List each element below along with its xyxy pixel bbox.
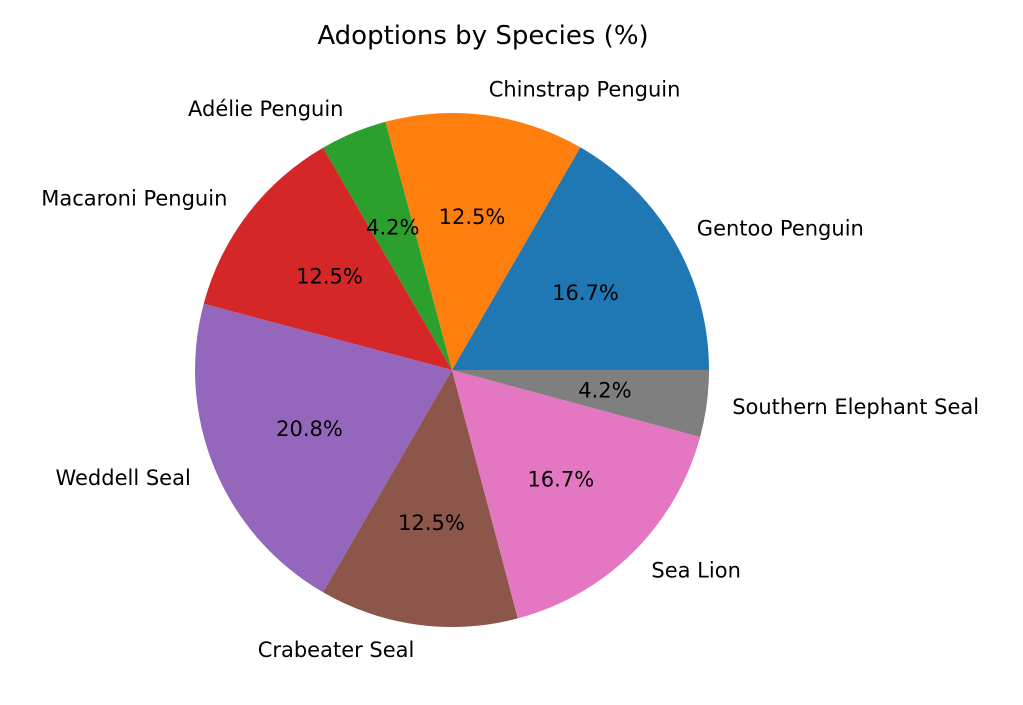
pie-slice-southern-elephant-seal — [452, 370, 709, 437]
pie-slice-crabeater-seal — [323, 370, 518, 627]
chart-title: Adoptions by Species (%) — [317, 21, 648, 51]
pie-label-ad-lie-penguin: Adélie Penguin — [188, 97, 343, 121]
pie-slice-labels: Gentoo Penguin Chinstrap Penguin Adélie Pe… — [41, 78, 979, 663]
pie-label-macaroni-penguin: Macaroni Penguin — [41, 186, 227, 210]
pie-label-gentoo-penguin: Gentoo Penguin — [697, 217, 864, 241]
pie-pct-label-southern-elephant-seal: 4.2% — [578, 378, 631, 402]
pie-label-weddell-seal: Weddell Seal — [55, 466, 190, 490]
pie-slices — [195, 113, 709, 627]
pie-percent-labels: 16.7%12.5%4.2%12.5%20.8%12.5%16.7%4.2% — [276, 205, 631, 535]
pie-pct-label-chinstrap-penguin: 12.5% — [439, 205, 506, 229]
pie-label-southern-elephant-seal: Southern Elephant Seal — [732, 395, 979, 419]
pie-pct-label-weddell-seal: 20.8% — [276, 417, 343, 441]
pie-pct-label-gentoo-penguin: 16.7% — [552, 281, 619, 305]
pie-slice-weddell-seal — [195, 303, 453, 593]
pie-slice-macaroni-penguin — [203, 147, 452, 370]
pie-label-sea-lion: Sea Lion — [651, 558, 741, 582]
pie-slice-sea-lion — [452, 370, 701, 619]
pie-slice-gentoo-penguin — [452, 147, 709, 370]
pie-slice-chinstrap-penguin — [385, 113, 581, 370]
pie-pct-label-ad-lie-penguin: 4.2% — [366, 216, 419, 240]
pie-pct-label-sea-lion: 16.7% — [527, 467, 594, 491]
pie-label-crabeater-seal: Crabeater Seal — [258, 638, 415, 662]
pie-label-chinstrap-penguin: Chinstrap Penguin — [489, 78, 681, 102]
pie-pct-label-crabeater-seal: 12.5% — [398, 511, 465, 535]
pie-pct-label-macaroni-penguin: 12.5% — [296, 264, 363, 288]
pie-slice-ad-lie-penguin — [323, 121, 452, 370]
